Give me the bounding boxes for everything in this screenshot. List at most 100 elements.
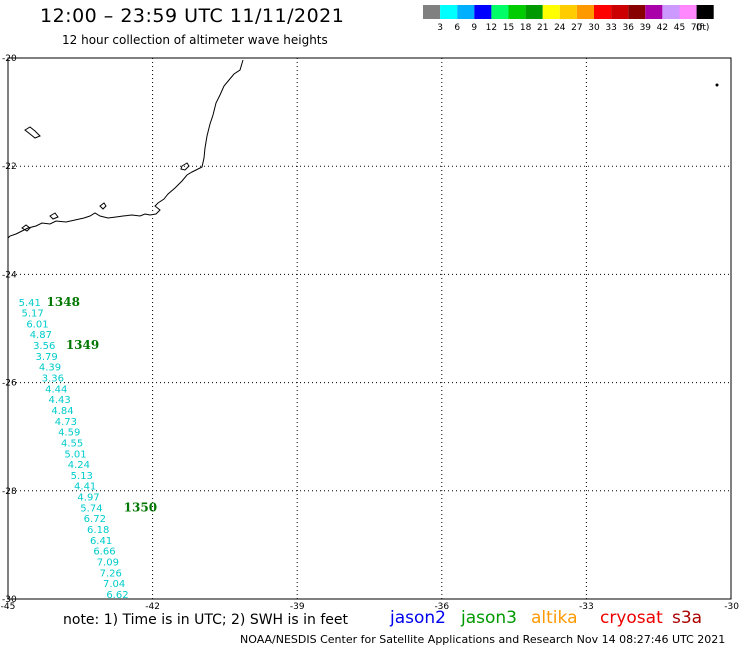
latitude-label: -24: [2, 270, 17, 280]
swh-value: 5.41: [19, 298, 41, 309]
legend-swatch: [440, 5, 458, 19]
island-outline: [24, 126, 41, 139]
legend-label: 33: [605, 23, 616, 33]
legend-label: 30: [588, 23, 600, 33]
legend-label: 27: [571, 23, 582, 33]
legend-swatch: [594, 5, 612, 19]
swh-value: 7.26: [100, 568, 122, 579]
swh-value: 6.66: [93, 547, 115, 558]
swh-value: 7.09: [97, 557, 119, 568]
island-outline: [49, 212, 59, 220]
swh-value: 6.41: [90, 536, 112, 547]
longitude-label: -33: [579, 602, 594, 610]
legend-swatch: [645, 5, 663, 19]
pass-number: 1348: [47, 295, 80, 309]
map-frame: [7, 57, 732, 600]
color-scale-legend: 3 6 9 12 15 18 21 24 27 30 33 36 39 42 45 70(ft): [423, 5, 714, 33]
legend-swatch: [576, 5, 594, 19]
satellite-name: s3a: [672, 608, 703, 628]
pass-number: 1350: [124, 500, 157, 514]
swh-value: 4.59: [58, 428, 80, 439]
legend-label: 3: [437, 23, 443, 33]
swh-value: 6.62: [106, 590, 128, 601]
page-title: 12:00 – 23:59 UTC 11/11/2021: [40, 5, 345, 27]
legend-label: 42: [657, 23, 668, 33]
swh-value: 5.74: [80, 503, 102, 514]
legend-label: 21: [537, 23, 548, 33]
legend-swatch: [525, 5, 543, 19]
satellite-name: jason2: [390, 608, 446, 628]
coastline: [7, 59, 719, 239]
swh-value: 4.97: [77, 493, 99, 504]
satellite-name: cryosat: [600, 608, 663, 628]
swh-value: 3.56: [33, 341, 55, 352]
legend-swatch: [696, 5, 714, 19]
satellite-name: altika: [531, 608, 578, 628]
legend-swatch: [662, 5, 680, 19]
legend-swatch: [542, 5, 560, 19]
longitude-label: -45: [1, 602, 16, 610]
swh-observations: 5.415.176.014.873.563.794.393.364.444.43…: [19, 298, 129, 601]
legend-label: 18: [520, 23, 532, 33]
footer-note: note: 1) Time is in UTC; 2) SWH is in fe…: [63, 612, 349, 628]
altimeter-map: -45 -42 -39 -36 -33 -30 -20 -22 -24 -26 -28 -30 5.4…: [1, 54, 740, 610]
pass-number: 1349: [66, 338, 99, 352]
island-dot: [715, 83, 719, 87]
legend-label: 36: [622, 23, 634, 33]
satellite-name: jason3: [461, 608, 517, 628]
legend-swatch: [628, 5, 646, 19]
legend-label: 24: [554, 23, 566, 33]
swh-value: 4.24: [68, 460, 90, 471]
latitude-label: -20: [2, 54, 17, 64]
longitude-label: -39: [290, 602, 305, 610]
legend-swatch: [474, 5, 492, 19]
legend-swatch: [559, 5, 577, 19]
swh-value: 4.55: [61, 438, 83, 449]
legend-swatch: [423, 5, 441, 19]
legend-swatch: [457, 5, 475, 19]
swh-value: 5.17: [21, 309, 43, 320]
swh-value: 5.13: [71, 471, 93, 482]
swh-value: 4.43: [48, 395, 70, 406]
page-subtitle: 12 hour collection of altimeter wave hei…: [62, 33, 328, 47]
swh-value: 4.44: [45, 384, 67, 395]
legend-label: 6: [454, 23, 460, 33]
legend-swatch: [611, 5, 629, 19]
island-outline: [99, 202, 107, 210]
legend-label: 70: [691, 23, 703, 33]
swh-value: 3.36: [42, 374, 64, 385]
longitude-label: -36: [434, 602, 449, 610]
swh-value: 4.39: [39, 363, 61, 374]
swh-value: 5.01: [64, 449, 86, 460]
legend-label: 9: [471, 23, 477, 33]
swh-value: 6.18: [87, 525, 109, 536]
satellite-pass-labels: 1348 1349 1350: [47, 295, 158, 515]
legend-label: 45: [674, 23, 685, 33]
latitude-label: -28: [2, 487, 17, 497]
swh-value: 4.84: [51, 406, 73, 417]
island-outline: [21, 224, 31, 232]
swh-value: 6.72: [84, 514, 106, 525]
legend-label: 15: [503, 23, 514, 33]
legend-swatch: [508, 5, 526, 19]
coastline-mainland: [7, 59, 244, 239]
swh-value: 4.41: [74, 482, 96, 493]
longitude-label: -42: [145, 602, 160, 610]
swh-value: 6.01: [26, 319, 48, 330]
legend-swatch: [491, 5, 509, 19]
island-outline: [180, 162, 190, 171]
legend-label: 12: [486, 23, 497, 33]
latitude-label: -26: [2, 379, 17, 389]
legend-unit: (ft): [696, 23, 710, 33]
footer-credit: NOAA/NESDIS Center for Satellite Applica…: [240, 633, 726, 646]
swh-value: 4.87: [30, 330, 52, 341]
longitude-label: -30: [724, 602, 739, 610]
swh-value: 7.04: [103, 579, 125, 590]
graticule: -45 -42 -39 -36 -33 -30 -20 -22 -24 -26 -28 -30: [1, 54, 740, 610]
legend-label: 39: [640, 23, 652, 33]
legend-swatch: [679, 5, 697, 19]
latitude-label: -30: [2, 595, 17, 605]
swh-value: 3.79: [35, 352, 57, 363]
swh-value: 4.73: [55, 417, 77, 428]
